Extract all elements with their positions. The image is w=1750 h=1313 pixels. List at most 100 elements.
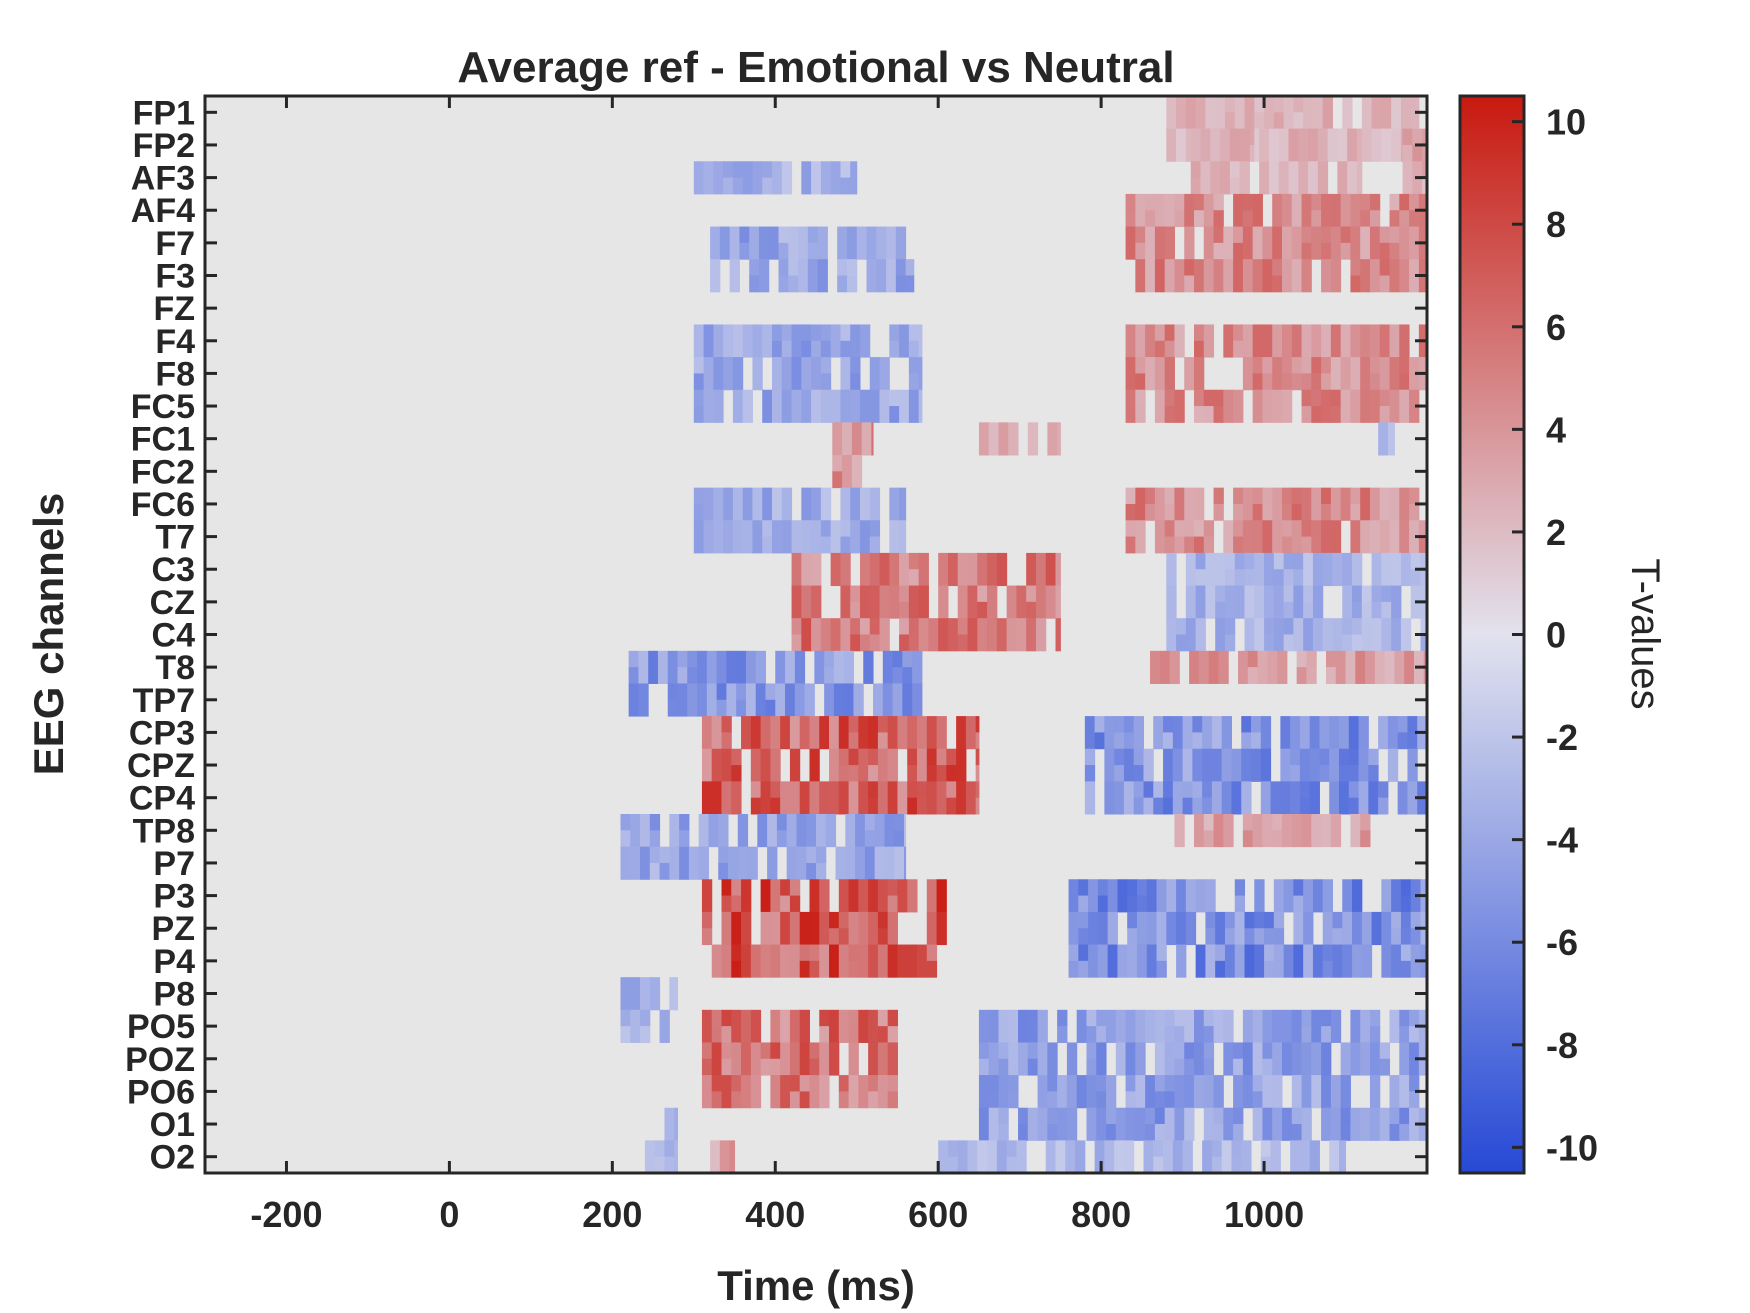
- heatmap-cell: [1125, 1009, 1136, 1043]
- heatmap-cell: [760, 879, 771, 913]
- heatmap-cell: [1360, 193, 1371, 211]
- heatmap-cell: [711, 1009, 722, 1027]
- heatmap-cell: [1301, 242, 1312, 260]
- heatmap-cell: [895, 226, 907, 260]
- heatmap-cell: [1360, 1107, 1371, 1141]
- heatmap-cell: [1262, 814, 1273, 848]
- heatmap-cell: [1339, 765, 1350, 782]
- heatmap-cell: [1342, 96, 1353, 130]
- heatmap-cell: [869, 585, 881, 619]
- heatmap-cell: [1078, 911, 1089, 929]
- heatmap-cell: [1182, 781, 1193, 799]
- heatmap-cell: [824, 683, 835, 717]
- heatmap-cell: [1174, 1107, 1185, 1141]
- heatmap-cell: [1145, 1009, 1156, 1043]
- heatmap-cell: [1086, 1058, 1097, 1076]
- heatmap-cell: [1262, 1075, 1273, 1109]
- heatmap-cell: [1135, 389, 1146, 407]
- heatmap-cell: [918, 618, 929, 652]
- heatmap-cell: [1125, 487, 1136, 505]
- heatmap-cell: [908, 357, 920, 374]
- heatmap-cell: [1379, 1042, 1391, 1060]
- heatmap-cell: [741, 1009, 752, 1043]
- heatmap-cell: [1252, 1091, 1263, 1109]
- heatmap-cell: [1330, 520, 1342, 554]
- heatmap-cell: [749, 226, 760, 260]
- heatmap-cell: [1400, 928, 1412, 946]
- heatmap-cell: [703, 161, 714, 195]
- heatmap-cell: [902, 683, 913, 717]
- heatmap-cell: [926, 765, 938, 782]
- heatmap-cell: [1203, 1026, 1215, 1043]
- channel-label: F4: [155, 323, 195, 361]
- heatmap-cell: [869, 552, 881, 587]
- heatmap-cell: [1223, 226, 1234, 260]
- heatmap-cell: [1229, 128, 1241, 162]
- heatmap-cell: [1084, 748, 1096, 766]
- heatmap-cell: [1166, 552, 1177, 587]
- heatmap-cell: [1309, 1140, 1320, 1173]
- heatmap-cell: [1407, 748, 1418, 782]
- heatmap-cell: [1361, 944, 1373, 978]
- heatmap-cell: [752, 324, 763, 358]
- heatmap-cell: [975, 781, 980, 799]
- heatmap-cell: [801, 618, 812, 652]
- heatmap-cell: [967, 618, 978, 652]
- heatmap-cell: [858, 716, 869, 750]
- channel-label: C4: [152, 617, 196, 655]
- heatmap-cell: [977, 618, 988, 652]
- heatmap-cell: [1205, 944, 1216, 978]
- heatmap-cell: [741, 944, 752, 978]
- heatmap-cell: [1321, 503, 1332, 521]
- heatmap-cell: [760, 1058, 771, 1076]
- channel-label: P3: [153, 878, 195, 916]
- heatmap-cell: [907, 944, 918, 978]
- heatmap-cell: [811, 487, 822, 521]
- heatmap-cell: [1215, 585, 1226, 603]
- heatmap-cell: [1268, 161, 1280, 195]
- heatmap-cell: [1332, 928, 1343, 946]
- heatmap-cell: [1233, 520, 1244, 538]
- heatmap-cell: [1252, 503, 1263, 521]
- heatmap-cell: [846, 259, 858, 276]
- heatmap-cell: [1027, 422, 1039, 456]
- heatmap-cell: [752, 520, 763, 554]
- heatmap-cell: [703, 324, 714, 358]
- heatmap-cell: [1348, 716, 1360, 750]
- heatmap-cell: [1281, 814, 1293, 848]
- heatmap-cell: [1037, 1009, 1048, 1027]
- heatmap-cell: [693, 324, 705, 358]
- heatmap-cell: [868, 879, 879, 913]
- heatmap-cell: [799, 716, 810, 750]
- heatmap-cell: [820, 536, 832, 554]
- heatmap-cell: [1262, 373, 1273, 391]
- heatmap-cell: [864, 814, 876, 831]
- heatmap-cell: [1311, 373, 1322, 391]
- heatmap-cell: [791, 389, 802, 423]
- heatmap-cell: [967, 1140, 978, 1173]
- heatmap-cell: [1241, 748, 1252, 782]
- heatmap-cell: [1330, 1124, 1342, 1141]
- heatmap-cell: [975, 716, 980, 733]
- heatmap-cell: [1202, 781, 1213, 799]
- heatmap-cell: [1293, 96, 1304, 113]
- heatmap-cell: [1252, 1042, 1263, 1076]
- heatmap-cell: [765, 683, 776, 701]
- heatmap-cell: [1018, 1042, 1029, 1076]
- heatmap-cell: [721, 716, 732, 733]
- heatmap-cell: [1115, 1009, 1127, 1043]
- heatmap-cell: [1391, 144, 1402, 162]
- heatmap-cell: [1350, 259, 1361, 276]
- heatmap-cell: [975, 765, 980, 782]
- heatmap-cell: [978, 1042, 990, 1060]
- heatmap-cell: [1402, 144, 1413, 162]
- heatmap-cell: [1348, 748, 1360, 766]
- heatmap-cell: [879, 585, 890, 619]
- heatmap-cell: [1340, 1107, 1351, 1125]
- heatmap-cell: [687, 650, 698, 668]
- heatmap-cell: [1312, 96, 1324, 130]
- heatmap-cell: [1379, 242, 1391, 260]
- heatmap-cell: [640, 1026, 651, 1043]
- heatmap-cell: [1037, 1075, 1048, 1109]
- heatmap-cell: [687, 683, 698, 717]
